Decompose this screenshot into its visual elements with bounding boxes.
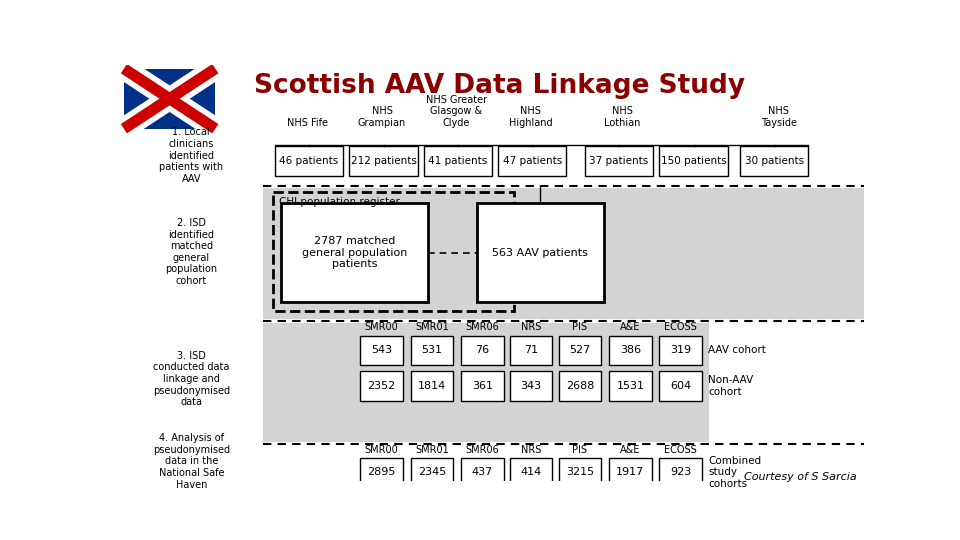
Text: SMR00: SMR00 — [365, 322, 398, 332]
Text: 2787 matched
general population
patients: 2787 matched general population patients — [302, 236, 407, 269]
Text: 2688: 2688 — [565, 381, 594, 391]
Bar — [510, 457, 552, 487]
Text: 37 patients: 37 patients — [589, 156, 649, 166]
Text: PIS: PIS — [572, 445, 588, 455]
Text: 150 patients: 150 patients — [660, 156, 727, 166]
Bar — [609, 372, 652, 401]
Bar — [559, 336, 601, 365]
Text: 2352: 2352 — [368, 381, 396, 391]
Text: 414: 414 — [520, 467, 541, 477]
Text: Courtesy of S Sarcia: Courtesy of S Sarcia — [743, 472, 856, 482]
Bar — [609, 457, 652, 487]
Bar — [360, 372, 403, 401]
Text: 923: 923 — [670, 467, 691, 477]
Bar — [510, 372, 552, 401]
Bar — [349, 146, 418, 177]
Text: NHS
Lothian: NHS Lothian — [604, 106, 640, 128]
Text: ECOSS: ECOSS — [664, 445, 697, 455]
Bar — [263, 188, 864, 319]
Bar — [559, 457, 601, 487]
Bar — [360, 457, 403, 487]
Text: 2. ISD
identified
matched
general
population
cohort: 2. ISD identified matched general popula… — [165, 218, 217, 286]
Text: 4. Analysis of
pseudonymised
data in the
National Safe
Haven: 4. Analysis of pseudonymised data in the… — [153, 433, 229, 490]
Text: 3215: 3215 — [565, 467, 594, 477]
Text: 1814: 1814 — [418, 381, 446, 391]
Text: 531: 531 — [421, 346, 443, 355]
Text: SMR01: SMR01 — [415, 322, 449, 332]
Bar — [498, 146, 566, 177]
Text: 437: 437 — [471, 467, 492, 477]
Text: A&E: A&E — [620, 322, 640, 332]
Text: Non-AAV
cohort: Non-AAV cohort — [708, 375, 754, 397]
Text: A&E: A&E — [620, 445, 640, 455]
Text: 527: 527 — [569, 346, 590, 355]
Text: 543: 543 — [371, 346, 392, 355]
Text: AAV cohort: AAV cohort — [708, 346, 766, 355]
Text: 76: 76 — [475, 346, 490, 355]
Bar — [461, 457, 504, 487]
Text: 343: 343 — [520, 381, 541, 391]
Text: NHS Fife: NHS Fife — [287, 118, 328, 128]
Text: 41 patients: 41 patients — [428, 156, 488, 166]
Bar — [585, 146, 653, 177]
Bar — [660, 372, 702, 401]
Text: SMR06: SMR06 — [466, 322, 499, 332]
Text: ECOSS: ECOSS — [664, 322, 697, 332]
Text: 3. ISD
conducted data
linkage and
pseudonymised
data: 3. ISD conducted data linkage and pseudo… — [153, 351, 229, 407]
Text: NHS
Tayside: NHS Tayside — [760, 106, 797, 128]
Bar — [660, 146, 728, 177]
Text: 2345: 2345 — [418, 467, 446, 477]
Text: 563 AAV patients: 563 AAV patients — [492, 248, 588, 258]
Text: NHS Greater
Glasgow &
Clyde: NHS Greater Glasgow & Clyde — [426, 94, 487, 128]
Bar — [263, 323, 709, 442]
Text: NHS
Highland: NHS Highland — [509, 106, 553, 128]
Bar — [461, 336, 504, 365]
Bar — [411, 457, 453, 487]
Bar — [281, 204, 428, 302]
Bar — [740, 146, 808, 177]
Text: 2895: 2895 — [368, 467, 396, 477]
Bar — [423, 146, 492, 177]
Text: NRS: NRS — [521, 445, 541, 455]
Text: 47 patients: 47 patients — [503, 156, 562, 166]
Text: SMR00: SMR00 — [365, 445, 398, 455]
Bar — [559, 372, 601, 401]
Text: 1531: 1531 — [616, 381, 644, 391]
Text: CHI population register: CHI population register — [279, 197, 399, 207]
Text: PIS: PIS — [572, 322, 588, 332]
Bar — [124, 69, 215, 129]
Text: 386: 386 — [620, 346, 641, 355]
Text: 30 patients: 30 patients — [745, 156, 804, 166]
Text: Combined
study
cohorts: Combined study cohorts — [708, 456, 761, 489]
Text: Scottish AAV Data Linkage Study: Scottish AAV Data Linkage Study — [254, 73, 745, 99]
Text: NHS
Grampian: NHS Grampian — [358, 106, 406, 128]
Text: SMR06: SMR06 — [466, 445, 499, 455]
Text: 604: 604 — [670, 381, 691, 391]
Bar — [461, 372, 504, 401]
Bar — [510, 336, 552, 365]
Bar — [411, 372, 453, 401]
Bar — [274, 192, 514, 311]
Text: 46 patients: 46 patients — [279, 156, 339, 166]
Text: SMR01: SMR01 — [415, 445, 449, 455]
Text: 71: 71 — [524, 346, 539, 355]
Text: 212 patients: 212 patients — [350, 156, 417, 166]
Bar — [660, 457, 702, 487]
Bar — [275, 146, 344, 177]
Text: 1917: 1917 — [616, 467, 644, 477]
Text: 361: 361 — [471, 381, 492, 391]
Text: 319: 319 — [670, 346, 691, 355]
Bar — [609, 336, 652, 365]
Text: 1. Local
clinicians
identified
patients with
AAV: 1. Local clinicians identified patients … — [159, 127, 224, 184]
Bar — [660, 336, 702, 365]
Bar — [476, 204, 605, 302]
Bar — [360, 336, 403, 365]
Text: NRS: NRS — [521, 322, 541, 332]
Bar — [411, 336, 453, 365]
